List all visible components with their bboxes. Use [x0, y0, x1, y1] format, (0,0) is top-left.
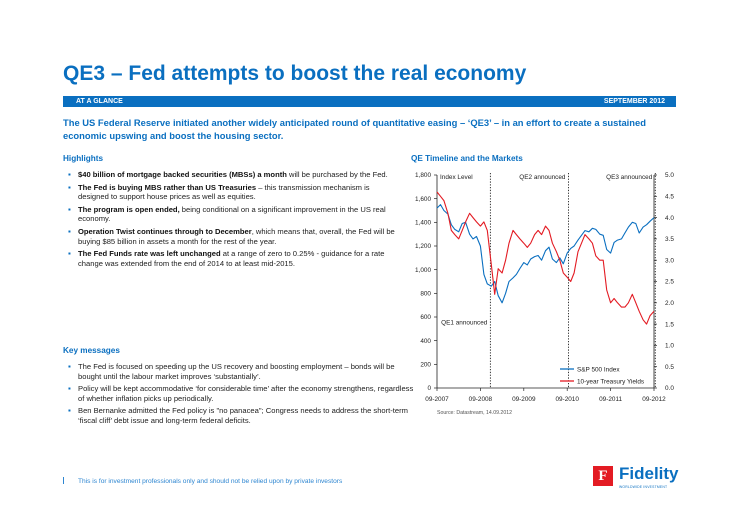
- series-line: [436, 191, 655, 325]
- highlight-item: The Fed is buying MBS rather than US Tre…: [63, 183, 398, 202]
- band-date: SEPTEMBER 2012: [603, 98, 665, 105]
- intro-text: The US Federal Reserve initiated another…: [63, 117, 646, 141]
- y-tick-label-right: 4.5: [665, 194, 674, 201]
- y-tick-label-right: 3.0: [665, 257, 674, 264]
- x-tick-label: 09-2012: [642, 396, 666, 403]
- key-messages-list: The Fed is focused on speeding up the US…: [63, 362, 418, 429]
- fidelity-logo-icon: F: [593, 466, 613, 486]
- y-tick-label-right: 0.5: [665, 364, 674, 371]
- x-tick-label: 09-2010: [555, 396, 579, 403]
- logo-wordmark: Fidelity: [619, 464, 679, 483]
- key-message-item: Ben Bernanke admitted the Fed policy is …: [63, 406, 418, 425]
- highlights-heading: Highlights: [63, 154, 104, 163]
- highlights-list: $40 billion of mortgage backed securitie…: [63, 170, 398, 271]
- y-tick-label-right: 1.5: [665, 321, 674, 328]
- y-tick-label-right: 1.0: [665, 343, 674, 350]
- chart-source: Source: Datastream, 14.09.2012: [437, 410, 512, 416]
- y-tick-label-left: 600: [420, 314, 431, 321]
- key-messages-heading: Key messages: [63, 346, 120, 355]
- y-tick-label-left: 400: [420, 338, 431, 345]
- band-left-label: AT A GLANCE: [76, 98, 123, 105]
- chart-heading: QE Timeline and the Markets: [411, 154, 523, 163]
- y-tick-label-right: 5.0: [665, 172, 674, 179]
- disclaimer: This is for investment professionals onl…: [63, 477, 342, 485]
- annotation-label: QE2 announced: [519, 174, 566, 181]
- y-tick-label-right: 2.0: [665, 300, 674, 307]
- y-axis-title: Index Level: [440, 174, 473, 181]
- annotation-label: QE1 announced: [441, 320, 488, 327]
- series-line: [436, 204, 655, 304]
- page-title: QE3 – Fed attempts to boost the real eco…: [63, 62, 527, 85]
- y-tick-label-right: 2.5: [665, 279, 674, 286]
- disclaimer-text: This is for investment professionals onl…: [78, 478, 343, 485]
- y-tick-label-left: 1,000: [415, 267, 431, 274]
- logo-subtitle: WORLDWIDE INVESTMENT: [619, 485, 668, 489]
- x-tick-label: 09-2007: [425, 396, 449, 403]
- x-tick-label: 09-2011: [599, 396, 622, 403]
- header-band: AT A GLANCE SEPTEMBER 2012: [63, 96, 676, 107]
- y-tick-label-left: 0: [427, 385, 431, 392]
- y-tick-label-right: 0.0: [665, 385, 674, 392]
- legend-label: 10-year Treasury Yields: [577, 378, 644, 385]
- legend-label: S&P 500 Index: [577, 366, 620, 373]
- highlight-item: The Fed Funds rate was left unchanged at…: [63, 249, 398, 268]
- highlight-item: $40 billion of mortgage backed securitie…: [63, 170, 398, 180]
- y-tick-label-right: 3.5: [665, 236, 674, 243]
- y-tick-label-left: 1,600: [415, 196, 431, 203]
- y-tick-label-left: 1,400: [415, 220, 431, 227]
- y-tick-label-right: 4.0: [665, 215, 674, 222]
- highlight-item: Operation Twist continues through to Dec…: [63, 227, 398, 246]
- y-tick-label-left: 800: [420, 291, 431, 298]
- key-message-item: The Fed is focused on speeding up the US…: [63, 362, 418, 381]
- footer-divider: [63, 477, 64, 484]
- x-tick-label: 09-2009: [512, 396, 536, 403]
- annotation-label: QE3 announced: [606, 174, 653, 181]
- y-tick-label-left: 1,200: [415, 243, 431, 250]
- x-tick-label: 09-2008: [469, 396, 493, 403]
- key-message-item: Policy will be kept accommodative ‘for c…: [63, 384, 418, 403]
- y-tick-label-left: 200: [420, 362, 431, 369]
- y-tick-label-left: 1,800: [415, 172, 431, 179]
- highlight-item: The program is open ended, being conditi…: [63, 205, 398, 224]
